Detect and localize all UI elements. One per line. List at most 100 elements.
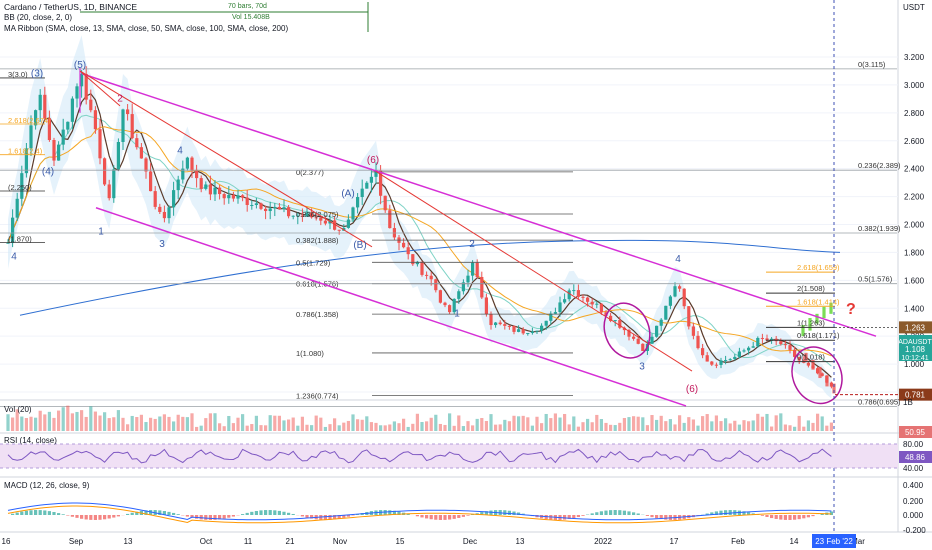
candle-body <box>710 361 714 365</box>
candle-body <box>489 314 493 326</box>
macd-histogram-bar <box>581 515 585 516</box>
projected-candle-down <box>811 359 815 370</box>
volume-bar <box>305 424 309 431</box>
candle-body <box>604 312 608 316</box>
volume-bar <box>195 426 199 431</box>
left-fib-label: 1.618(2.4) <box>8 147 43 156</box>
candle-body <box>553 312 557 314</box>
volume-bar <box>47 411 51 431</box>
volume-bar <box>765 413 769 431</box>
wave-label: 4 <box>177 145 183 156</box>
ma-ribbon-label[interactable]: MA Ribbon (SMA, close, 13, SMA, close, 5… <box>4 24 289 33</box>
candle-body <box>172 190 176 208</box>
candle-body <box>144 158 148 172</box>
candle-body <box>420 261 424 275</box>
candle-body <box>820 373 824 376</box>
wave-label: (5) <box>74 60 86 71</box>
macd-histogram-bar <box>802 515 806 519</box>
candle-body <box>176 179 180 191</box>
macd-histogram-bar <box>162 511 166 515</box>
volume-bar <box>29 416 33 431</box>
candle-body <box>24 148 28 174</box>
last-price-tag: 1.108 <box>905 345 926 354</box>
highlight-ellipse-1 <box>603 302 651 359</box>
volume-bar <box>112 417 116 431</box>
macd-histogram-bar <box>645 515 649 516</box>
candle-body <box>521 329 525 334</box>
volume-bar <box>540 423 544 431</box>
volume-bar <box>245 425 249 431</box>
volume-bar <box>452 425 456 431</box>
macd-histogram-bar <box>632 512 636 515</box>
projected-candle <box>815 313 819 324</box>
y-tick-label: 1.000 <box>904 360 925 369</box>
volume-bar <box>52 417 56 431</box>
macd-histogram-bar <box>250 511 254 515</box>
volume-bar <box>595 414 599 431</box>
macd-histogram-bar <box>429 515 433 520</box>
candle-body <box>268 208 272 212</box>
volume-bar <box>254 415 258 431</box>
candle-body <box>770 338 774 341</box>
candle-body <box>484 297 488 315</box>
volume-bar <box>89 406 93 431</box>
ma13-line <box>7 92 832 378</box>
volume-bar <box>512 415 516 431</box>
bb-indicator-label[interactable]: BB (20, close, 2, 0) <box>4 13 73 22</box>
candle-body <box>714 364 718 366</box>
macd-label[interactable]: MACD (12, 26, close, 9) <box>4 481 90 490</box>
last-price-bg <box>899 335 932 362</box>
volume-label[interactable]: Vol (20) <box>4 405 32 414</box>
projected-candle-down <box>818 366 822 379</box>
macd-histogram-bar <box>195 515 199 519</box>
candle-body <box>66 121 70 130</box>
macd-histogram-bar <box>664 515 668 520</box>
candle-body <box>544 320 548 326</box>
y-tick-label: 1.800 <box>904 248 925 257</box>
candle-body <box>360 188 364 198</box>
candle-body <box>687 306 691 327</box>
candle-body <box>383 195 387 211</box>
fib-level-label: 1(1.080) <box>296 349 324 358</box>
ma200-line <box>19 239 841 316</box>
volume-bar <box>737 424 741 431</box>
volume-bar <box>797 415 801 431</box>
candle-body <box>139 147 143 159</box>
volume-bar <box>402 418 406 431</box>
rsi-line <box>7 448 832 464</box>
macd-histogram-bar <box>208 515 212 520</box>
volume-bar <box>172 421 176 431</box>
candle-body <box>231 194 235 199</box>
macd-histogram-bar <box>310 515 314 519</box>
macd-histogram-bar <box>144 510 148 515</box>
candle-body <box>379 170 383 196</box>
rsi-label[interactable]: RSI (14, close) <box>4 436 57 445</box>
candle-body <box>747 347 751 351</box>
macd-histogram-bar <box>52 512 56 515</box>
volume-bar <box>696 425 700 431</box>
candle-body <box>20 173 24 199</box>
volume-bar <box>379 425 383 431</box>
wave-label: 1 <box>454 309 460 320</box>
macd-histogram-bar <box>112 515 116 518</box>
candle-body <box>599 303 603 313</box>
candle-body <box>719 360 723 365</box>
volume-bar <box>816 413 820 431</box>
fib-extension-label: 0(1.018) <box>797 353 825 362</box>
candle-body <box>305 212 309 217</box>
candle-body <box>273 206 277 209</box>
rsi-upper-tick: 80.00 <box>903 440 924 449</box>
macd-histogram-bar <box>291 513 295 515</box>
volume-bar <box>291 417 295 431</box>
macd-histogram-bar <box>268 510 272 515</box>
macd-histogram-bar <box>760 515 764 516</box>
candle-body <box>84 73 88 100</box>
candle-body <box>287 207 291 217</box>
target-low-tag-bg <box>899 388 932 401</box>
volume-bar <box>636 416 640 431</box>
macd-histogram-bar <box>714 511 718 515</box>
volume-bar <box>498 424 502 431</box>
volume-bar <box>719 421 723 431</box>
volume-bar <box>296 425 300 431</box>
